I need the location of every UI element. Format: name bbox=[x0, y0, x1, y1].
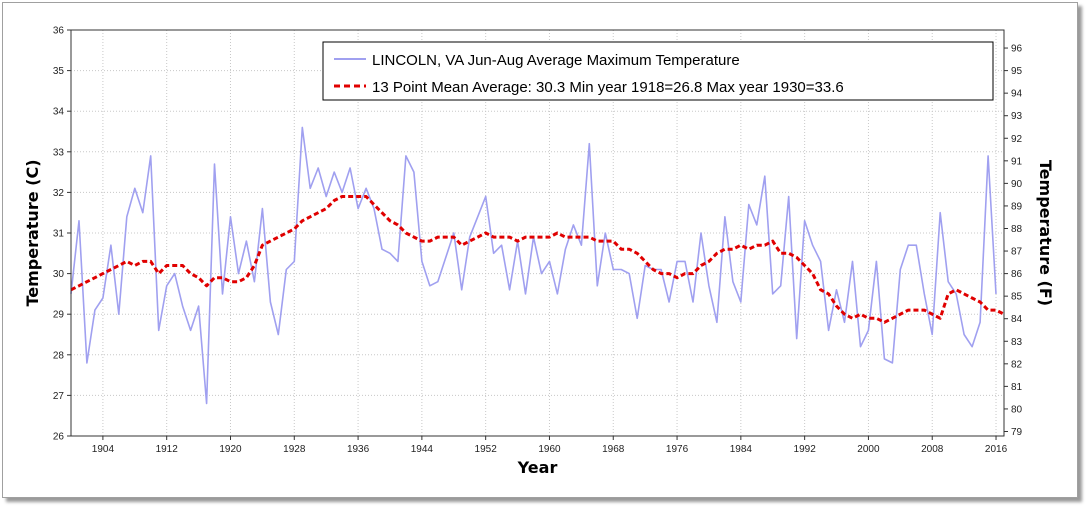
y-right-tick-label: 82 bbox=[1011, 359, 1023, 370]
legend-label-mean: 13 Point Mean Average: 30.3 Min year 191… bbox=[372, 79, 844, 96]
y-right-tick-label: 92 bbox=[1011, 134, 1023, 145]
x-tick-label: 2008 bbox=[921, 444, 944, 455]
y-right-tick-label: 91 bbox=[1011, 156, 1023, 167]
x-tick-label: 2016 bbox=[985, 444, 1008, 455]
x-tick-label: 1944 bbox=[411, 444, 434, 455]
legend: LINCOLN, VA Jun-Aug Average Maximum Temp… bbox=[322, 41, 994, 101]
y-right-tick-label: 88 bbox=[1011, 224, 1023, 235]
x-tick-label: 1984 bbox=[730, 444, 753, 455]
x-tick-label: 1912 bbox=[156, 444, 179, 455]
y-right-tick-label: 80 bbox=[1011, 404, 1023, 415]
y-axis-left-title: Temperature (C) bbox=[23, 159, 42, 306]
y-right-tick-label: 94 bbox=[1011, 89, 1023, 100]
x-tick-label: 1936 bbox=[347, 444, 370, 455]
y-axis-left-ticks: 26 27 28 29 30 31 32 33 34 35 36 bbox=[53, 26, 71, 443]
y-right-tick-label: 95 bbox=[1011, 66, 1023, 77]
y-left-tick-label: 34 bbox=[53, 107, 65, 118]
x-axis-ticks: 1904 1912 1920 1928 1936 1944 1952 1960 1968 1976… bbox=[92, 436, 1008, 455]
y-right-tick-label: 93 bbox=[1011, 111, 1023, 122]
y-right-tick-label: 83 bbox=[1011, 337, 1023, 348]
y-right-tick-label: 96 bbox=[1011, 44, 1023, 55]
x-tick-label: 1928 bbox=[283, 444, 306, 455]
series-layer bbox=[70, 126, 1005, 405]
y-right-tick-label: 87 bbox=[1011, 247, 1023, 258]
series-line-13pt-mean bbox=[70, 195, 1005, 324]
y-left-tick-label: 27 bbox=[53, 391, 65, 402]
y-left-tick-label: 30 bbox=[53, 269, 65, 280]
y-axis-right-title: Temperature (F) bbox=[1036, 160, 1055, 306]
x-tick-label: 1952 bbox=[475, 444, 498, 455]
x-tick-label: 1992 bbox=[794, 444, 817, 455]
legend-box bbox=[322, 41, 994, 101]
x-tick-label: 1968 bbox=[602, 444, 625, 455]
y-right-tick-label: 84 bbox=[1011, 314, 1023, 325]
x-tick-label: 2000 bbox=[857, 444, 880, 455]
y-left-tick-label: 28 bbox=[53, 350, 65, 361]
x-tick-label: 1960 bbox=[538, 444, 561, 455]
y-right-tick-label: 81 bbox=[1011, 382, 1023, 393]
y-left-tick-label: 35 bbox=[53, 66, 65, 77]
y-right-tick-label: 79 bbox=[1011, 427, 1023, 438]
y-left-tick-label: 32 bbox=[53, 188, 65, 199]
y-right-tick-label: 86 bbox=[1011, 269, 1023, 280]
y-axis-right-ticks: 79 80 81 82 83 84 85 86 87 88 89 90 91 92 93 94 95 96 bbox=[1004, 44, 1023, 438]
y-right-tick-label: 85 bbox=[1011, 292, 1023, 303]
y-left-tick-label: 26 bbox=[53, 432, 65, 443]
x-tick-label: 1920 bbox=[219, 444, 242, 455]
y-right-tick-label: 90 bbox=[1011, 179, 1023, 190]
y-left-tick-label: 31 bbox=[53, 229, 65, 240]
x-tick-label: 1976 bbox=[666, 444, 689, 455]
y-left-tick-label: 29 bbox=[53, 310, 65, 321]
x-axis-title: Year bbox=[517, 458, 558, 477]
y-left-tick-label: 36 bbox=[53, 26, 65, 37]
x-tick-label: 1904 bbox=[92, 444, 115, 455]
legend-label-series: LINCOLN, VA Jun-Aug Average Maximum Temp… bbox=[372, 52, 740, 69]
y-left-tick-label: 33 bbox=[53, 147, 65, 158]
y-right-tick-label: 89 bbox=[1011, 201, 1023, 212]
